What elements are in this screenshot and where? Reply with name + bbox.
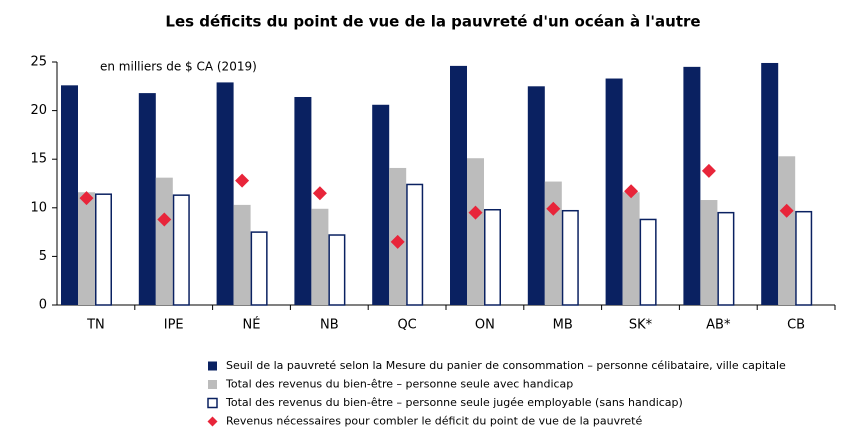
diamond-marker (157, 212, 172, 227)
legend-label: Seuil de la pauvreté selon la Mesure du … (226, 359, 786, 372)
bar (717, 211, 735, 306)
bar (639, 218, 657, 306)
bar (683, 66, 701, 305)
bar (622, 192, 640, 305)
bar (61, 85, 78, 305)
bar (138, 93, 156, 305)
bar (328, 234, 346, 306)
bar (406, 183, 424, 306)
x-tick-label: AB* (706, 318, 731, 333)
x-tick-label: MB (553, 318, 573, 333)
y-tick-label: 25 (30, 55, 47, 70)
diamond-marker (468, 205, 483, 220)
diamond-marker (390, 234, 405, 249)
bar (795, 210, 813, 306)
x-tick-label: SK* (629, 318, 653, 333)
bar (778, 156, 796, 305)
y-tick-label: 0 (39, 298, 47, 313)
legend-label: Total des revenus du bien-être – personn… (225, 378, 573, 391)
bar (250, 231, 268, 306)
y-tick-label: 20 (30, 103, 47, 118)
bar (527, 86, 545, 305)
legend-swatch (207, 416, 218, 427)
x-tick-label: NB (320, 318, 339, 333)
x-tick-label: ON (475, 318, 495, 333)
x-tick-label: NÉ (243, 317, 261, 333)
diamond-marker (779, 203, 794, 218)
x-tick-label: CB (787, 318, 805, 333)
x-tick-label: IPE (164, 318, 184, 333)
bar (311, 208, 329, 305)
bar (544, 181, 562, 305)
bar (761, 62, 779, 305)
legend-swatch (208, 361, 217, 371)
y-tick-label: 15 (30, 152, 47, 167)
x-tick-label: QC (397, 318, 416, 333)
bar (605, 78, 623, 305)
annotation: en milliers de $ CA (2019) (100, 60, 257, 74)
legend-swatch (208, 380, 217, 389)
legend-label: Total des revenus du bien-être – personn… (225, 396, 683, 409)
bar (372, 104, 390, 305)
bar (233, 204, 251, 305)
bar (155, 177, 173, 305)
bar (294, 96, 312, 305)
bar (561, 209, 579, 306)
diamond-marker (235, 173, 250, 188)
legend-swatch (207, 397, 218, 409)
diamond-marker (624, 184, 639, 199)
bar (172, 194, 190, 306)
y-tick-label: 5 (39, 249, 47, 264)
bar (484, 208, 501, 306)
chart-title: Les déficits du point de vue de la pauvr… (165, 13, 700, 31)
x-tick-label: TN (86, 318, 105, 333)
bar (450, 65, 467, 305)
bar (216, 82, 234, 305)
bar (78, 192, 95, 305)
legend-label: Revenus nécessaires pour combler le défi… (226, 415, 642, 428)
diamond-marker (79, 191, 94, 206)
bar (95, 193, 112, 306)
diamond-marker (312, 186, 327, 201)
bar (467, 158, 484, 305)
y-tick-label: 10 (30, 200, 47, 215)
bar (700, 200, 718, 305)
diamond-marker (701, 163, 716, 178)
diamond-marker (546, 201, 561, 216)
